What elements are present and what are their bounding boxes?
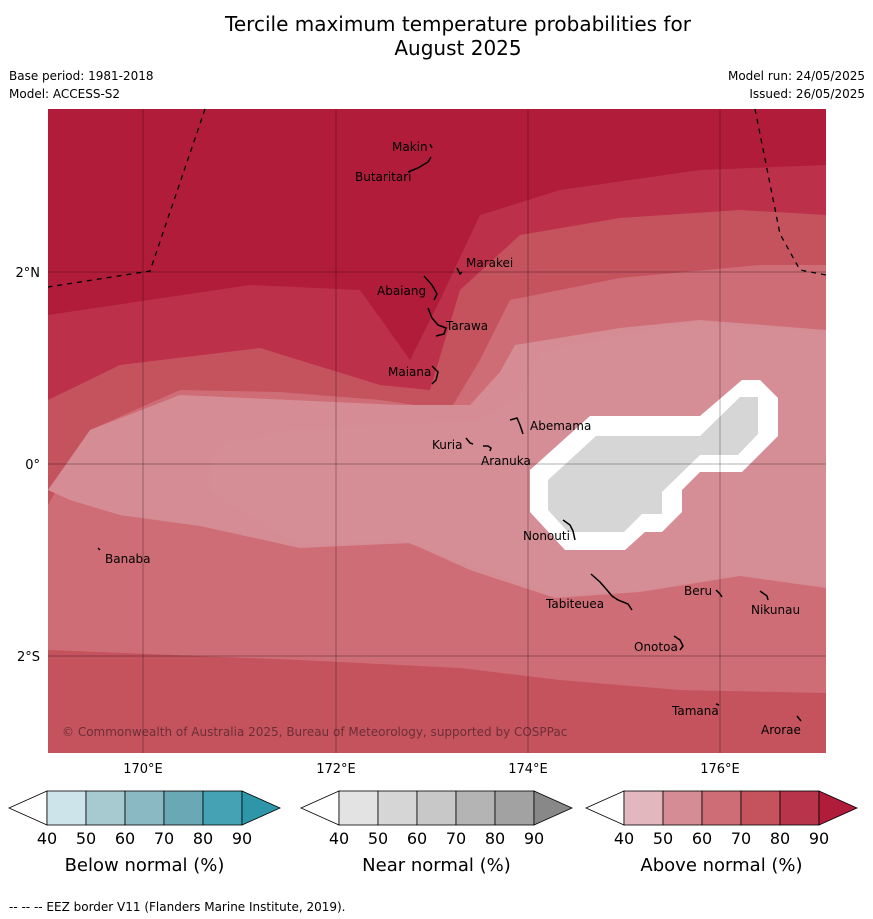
- meta-right: Model run: 24/05/2025 Issued: 26/05/2025: [728, 67, 865, 103]
- colorbar-segment: [377, 790, 418, 826]
- lat-label: 2°S: [17, 650, 40, 665]
- colorbar-low-extend: [585, 790, 625, 826]
- colorbar-tick-label: 40: [614, 829, 634, 848]
- island-label: Nikunau: [751, 603, 800, 617]
- colorbar-tick-label: 90: [232, 829, 252, 848]
- island-label: Tabiteuea: [545, 597, 604, 611]
- title-line-1: Tercile maximum temperature probabilitie…: [225, 12, 691, 36]
- copyright-notice: © Commonwealth of Australia 2025, Bureau…: [62, 725, 567, 739]
- colorbar-segment: [46, 790, 87, 826]
- island-outlines: [97, 143, 802, 722]
- island-label: Nonouti: [523, 529, 570, 543]
- colorbar-segment: [740, 790, 781, 826]
- island-label: Tarawa: [445, 319, 488, 333]
- island-label: Maiana: [388, 365, 431, 379]
- near-normal-region: [548, 397, 758, 532]
- colorbar-segment: [662, 790, 703, 826]
- lon-label: 170°E: [123, 762, 163, 777]
- island-label: Beru: [684, 584, 712, 598]
- colorbar-segment: [455, 790, 496, 826]
- island-label: Arorae: [761, 723, 801, 737]
- colorbar-tick-label: 40: [37, 829, 57, 848]
- colorbar-2: 40 50 60 70 80 90 Above normal (%): [585, 790, 858, 876]
- island-label: Onotoa: [634, 640, 678, 654]
- colorbars: 40 50 60 70 80 90 Below normal (%) 40 50 60 70 80 90…: [8, 790, 858, 876]
- colorbar-title: Above normal (%): [640, 855, 802, 876]
- colorbar-title: Below normal (%): [65, 855, 225, 876]
- footer-legend: -- -- -- EEZ border V11 (Flanders Marine…: [9, 900, 346, 914]
- colorbar-tick-label: 50: [368, 829, 388, 848]
- colorbar-high-extend: [241, 790, 281, 826]
- colorbar-segment: [494, 790, 535, 826]
- colorbar-tick-label: 60: [692, 829, 712, 848]
- lon-label: 176°E: [700, 762, 740, 777]
- colorbar-segment: [163, 790, 204, 826]
- colorbar-tick-label: 40: [329, 829, 349, 848]
- colorbar-high-extend: [818, 790, 858, 826]
- island-label: Marakei: [466, 256, 513, 270]
- base-period: Base period: 1981-2018: [9, 69, 154, 83]
- colorbar-1: 40 50 60 70 80 90 Near normal (%): [300, 790, 573, 876]
- island-label: Abemama: [530, 419, 591, 433]
- colorbar-tick-label: 60: [115, 829, 135, 848]
- colorbar-low-extend: [8, 790, 48, 826]
- forecast-map: Makin Butaritari Marakei Abaiang Tarawa …: [8, 108, 858, 876]
- lon-label: 174°E: [508, 762, 548, 777]
- colorbar-segment: [124, 790, 165, 826]
- colorbar-title: Near normal (%): [362, 855, 511, 876]
- issued-date: Issued: 26/05/2025: [749, 87, 865, 101]
- colorbar-segment: [85, 790, 126, 826]
- colorbar-tick-label: 90: [524, 829, 544, 848]
- colorbar-low-extend: [300, 790, 340, 826]
- lon-label: 172°E: [316, 762, 356, 777]
- chart-title: Tercile maximum temperature probabilitie…: [0, 12, 873, 60]
- colorbar-tick-label: 80: [485, 829, 505, 848]
- meta-left: Base period: 1981-2018 Model: ACCESS-S2: [9, 67, 154, 103]
- colorbar-segment: [623, 790, 664, 826]
- island-label: Abaiang: [377, 284, 426, 298]
- colorbar-tick-label: 70: [731, 829, 751, 848]
- colorbar-tick-label: 70: [446, 829, 466, 848]
- colorbar-segment: [779, 790, 820, 826]
- colorbar-segment: [338, 790, 379, 826]
- island-label: Aranuka: [481, 454, 531, 468]
- gridlines: [48, 109, 826, 753]
- colorbar-segment: [701, 790, 742, 826]
- colorbar-tick-label: 60: [407, 829, 427, 848]
- colorbar-tick-label: 90: [809, 829, 829, 848]
- colorbar-tick-label: 50: [76, 829, 96, 848]
- colorbar-tick-label: 80: [770, 829, 790, 848]
- colorbar-tick-label: 70: [154, 829, 174, 848]
- colorbar-tick-label: 50: [653, 829, 673, 848]
- island-label: Makin: [392, 140, 428, 154]
- axis-labels: 2°N 0° 2°S 170°E 172°E 174°E 176°E: [16, 266, 740, 777]
- island-label: Kuria: [432, 438, 463, 452]
- island-label: Tamana: [671, 704, 719, 718]
- lat-label: 2°N: [16, 266, 41, 281]
- colorbar-segment: [202, 790, 243, 826]
- colorbar-tick-label: 80: [193, 829, 213, 848]
- island-labels: Makin Butaritari Marakei Abaiang Tarawa …: [105, 140, 801, 737]
- colorbar-0: 40 50 60 70 80 90 Below normal (%): [8, 790, 281, 876]
- eez-border: [47, 108, 827, 288]
- model-run: Model run: 24/05/2025: [727, 69, 865, 83]
- band-above-40: [210, 322, 826, 595]
- colorbar-high-extend: [533, 790, 573, 826]
- model-name: Model: ACCESS-S2: [9, 87, 121, 101]
- island-label: Banaba: [105, 552, 151, 566]
- title-line-2: August 2025: [394, 36, 522, 60]
- probability-fields: [48, 109, 826, 753]
- colorbar-segment: [416, 790, 457, 826]
- lat-label: 0°: [25, 458, 40, 473]
- island-label: Butaritari: [355, 170, 412, 184]
